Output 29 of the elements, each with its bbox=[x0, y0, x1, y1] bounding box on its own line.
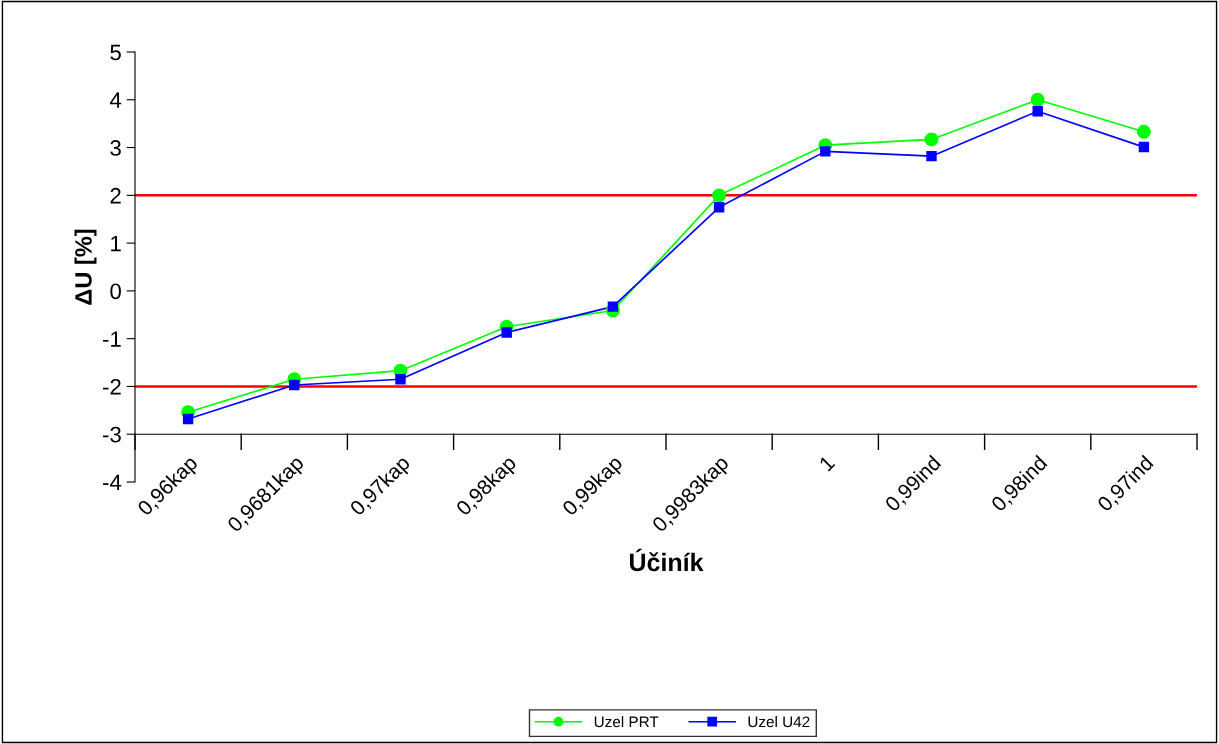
legend-label: Uzel PRT bbox=[594, 716, 659, 728]
point bbox=[1136, 124, 1151, 139]
y-tick-label: -2 bbox=[103, 378, 121, 395]
point bbox=[289, 379, 300, 391]
y-tick-label: -4 bbox=[103, 474, 122, 491]
y-tick-label: 1 bbox=[111, 235, 121, 252]
point bbox=[1032, 106, 1043, 117]
y-tick-label: 0 bbox=[110, 283, 121, 300]
y-axis-title: ΔU [%] bbox=[74, 229, 97, 305]
point bbox=[182, 413, 194, 425]
y-tick-label: 3 bbox=[110, 140, 121, 156]
point bbox=[395, 374, 406, 385]
y-tick-label: 5 bbox=[110, 44, 121, 61]
point bbox=[1030, 92, 1045, 107]
y-tick-label: -3 bbox=[103, 426, 121, 443]
point bbox=[1138, 141, 1150, 153]
x-tick-label: 1 bbox=[818, 454, 836, 472]
x-axis-title: Účiník bbox=[629, 548, 704, 572]
point bbox=[713, 202, 725, 213]
point bbox=[926, 150, 937, 162]
y-tick-label: 2 bbox=[110, 187, 121, 204]
point bbox=[607, 301, 619, 312]
y-tick-label: -1 bbox=[103, 331, 121, 347]
point bbox=[712, 188, 727, 203]
point bbox=[924, 132, 939, 147]
point bbox=[820, 146, 831, 157]
point bbox=[501, 327, 512, 338]
legend-label: Uzel U42 bbox=[748, 716, 810, 728]
y-tick-label: 4 bbox=[109, 92, 122, 108]
